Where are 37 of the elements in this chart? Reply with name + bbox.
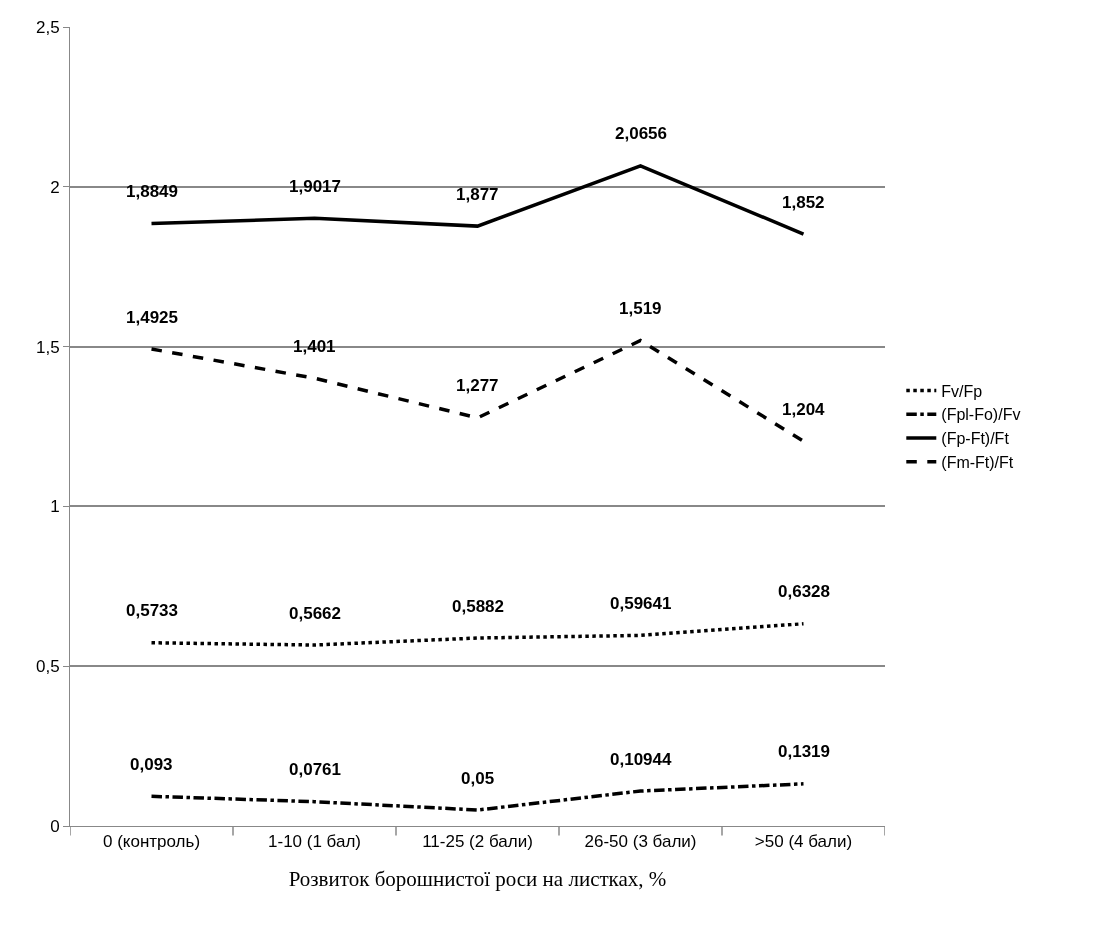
- x-axis-title: Розвиток борошнистої роси на листках, %: [288, 866, 667, 891]
- data-label: 0,0761: [289, 760, 341, 779]
- data-label: 1,9017: [289, 177, 341, 196]
- data-label: 1,852: [782, 193, 825, 212]
- y-tick-label: 2: [50, 177, 60, 197]
- data-label: 1,519: [619, 299, 662, 318]
- data-label: 0,093: [130, 755, 173, 774]
- x-tick-label: 11-25 (2 бали): [422, 832, 533, 852]
- x-tick-label: 26-50 (3 бали): [584, 832, 697, 852]
- data-label: 0,10944: [610, 750, 672, 769]
- data-label: 1,4925: [126, 308, 178, 327]
- legend-label: Fv/Fp: [941, 382, 983, 400]
- legend-label: (Fm-Ft)/Ft: [941, 454, 1014, 472]
- data-label: 1,8849: [126, 182, 178, 201]
- x-tick-label: 1-10 (1 бал): [268, 832, 361, 852]
- y-tick-label: 2,5: [35, 17, 60, 37]
- data-label: 0,5733: [126, 601, 178, 620]
- data-label: 2,0656: [615, 124, 667, 143]
- data-label: 0,05: [461, 769, 495, 788]
- data-label: 1,204: [782, 400, 826, 419]
- y-tick-label: 1: [50, 497, 60, 517]
- legend-label: (Fp-Ft)/Ft: [941, 430, 1010, 448]
- line-series: [149, 622, 806, 647]
- x-tick-label: >50 (4 бали): [754, 832, 853, 852]
- data-label: 1,277: [456, 376, 499, 395]
- data-label: 0,1319: [778, 742, 830, 761]
- y-tick-label: 0,5: [35, 657, 60, 677]
- data-label: 0,5662: [289, 604, 341, 623]
- data-label: 0,6328: [778, 582, 830, 601]
- data-label: 0,59641: [610, 594, 672, 613]
- y-tick-label: 1,5: [35, 337, 60, 357]
- x-tick-label: 0 (контроль): [102, 832, 201, 852]
- data-label: 1,401: [293, 337, 336, 356]
- legend-label: (Fpl-Fo)/Fv: [941, 406, 1021, 424]
- y-tick-label: 0: [50, 816, 60, 836]
- data-label: 0,5882: [452, 597, 504, 616]
- data-label: 1,877: [456, 185, 499, 204]
